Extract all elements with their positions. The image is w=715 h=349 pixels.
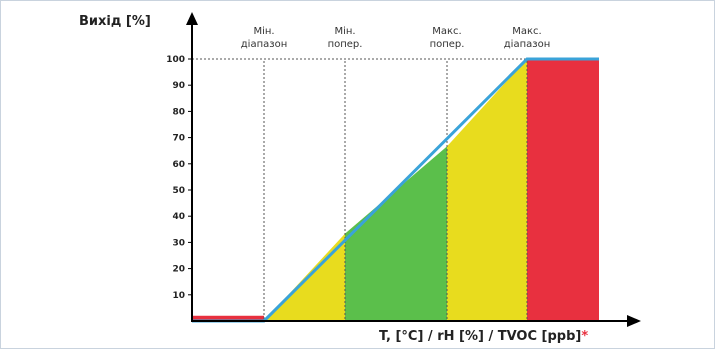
y-axis-arrow [186,12,198,25]
y-tick-label-90: 90 [172,81,185,91]
footnote-asterisk: * [581,329,588,344]
y-tick-label-40: 40 [172,212,185,222]
zone-max-alert-to-max-range [447,59,527,321]
zone-below-min-range [192,315,264,321]
zone-above-max-range [527,59,599,321]
x-axis-label: T, [°C] / rH [%] / TVOC [ppb]* [379,329,588,344]
y-tick-label-60: 60 [172,160,185,170]
y-tick-label-50: 50 [172,186,185,196]
marker-label-2: Мін. попер. [328,25,363,50]
x-axis-arrow [627,315,641,327]
y-tick-label-20: 20 [172,265,185,275]
y-axis-label: Вихід [%] [79,14,151,29]
zone-min-range-to-min-alert [264,233,345,321]
y-tick-label-80: 80 [172,107,185,117]
zone-min-alert-to-max-alert [345,146,447,321]
y-tick-label-100: 100 [166,55,185,65]
y-tick-label-10: 10 [172,291,185,301]
marker-label-1: Мін. діапазон [241,25,287,50]
y-tick-label-70: 70 [172,134,185,144]
marker-label-3: Макс. попер. [430,26,465,50]
marker-label-4: Макс. діапазон [504,26,550,50]
y-tick-label-30: 30 [172,238,185,248]
